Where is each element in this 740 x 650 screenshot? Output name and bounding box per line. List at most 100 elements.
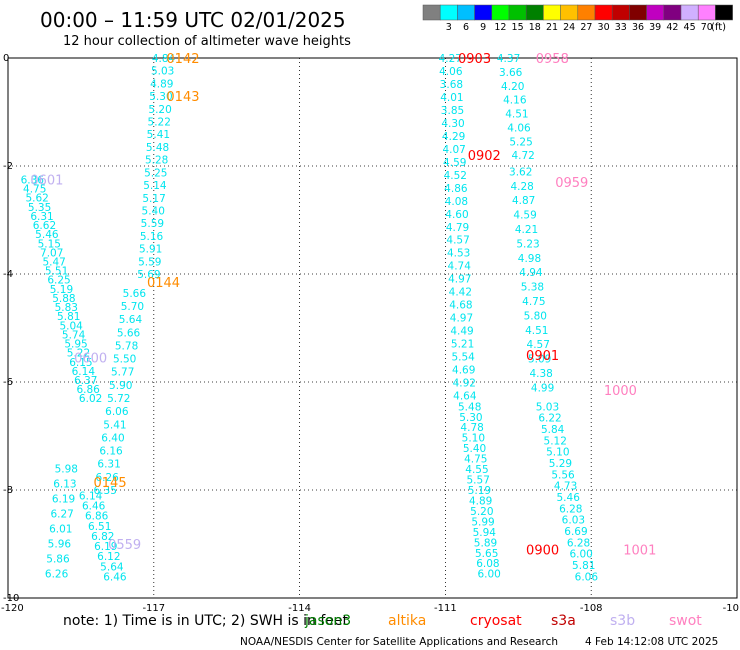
wave-height-value: 5.40 (463, 443, 486, 455)
colorbar-swatch (491, 4, 510, 21)
wave-height-value: 5.81 (572, 560, 595, 572)
legend-swot: swot (669, 613, 702, 629)
wave-height-value: 5.56 (551, 469, 575, 481)
colorbar-swatch (560, 4, 579, 21)
wave-height-value: 6.22 (538, 413, 561, 425)
wave-height-value: 6.06 (575, 571, 599, 583)
y-tick-label: -10 (3, 593, 19, 604)
pass-time-label: 0600 (74, 352, 107, 367)
wave-height-value: 5.47 (42, 257, 65, 269)
wave-height-value: 6.00 (569, 549, 592, 561)
colorbar-swatch (715, 4, 733, 21)
wave-height-value: 6.19 (94, 541, 117, 553)
wave-height-value: 6.14 (79, 490, 103, 502)
wave-height-value: 5.84 (541, 424, 565, 436)
colorbar-label: 9 (480, 22, 486, 33)
wave-height-value: 5.12 (544, 435, 567, 447)
wave-height-value: 5.22 (67, 348, 90, 360)
colorbar-swatch (663, 4, 682, 21)
wave-height-value: 6.28 (567, 537, 590, 549)
wave-height-value: 4.98 (518, 253, 541, 265)
colorbar-swatch (611, 4, 630, 21)
colorbar-swatch (577, 4, 596, 21)
wave-height-value: 4.49 (450, 326, 473, 338)
wave-height-value: 5.59 (141, 218, 164, 230)
wave-height-value: 4.86 (444, 183, 468, 195)
wave-height-value: 5.03 (536, 401, 559, 413)
wave-height-value: 5.64 (100, 561, 124, 573)
wave-height-value: 5.99 (471, 516, 494, 528)
pass-time-label: 0903 (458, 52, 491, 67)
pass-time-label: 0901 (526, 349, 559, 364)
colorbar-unit: (ft) (711, 22, 726, 33)
wave-height-values: 4.845.034.895.305.205.225.415.485.285.25… (21, 53, 599, 583)
wave-height-value: 5.98 (55, 463, 78, 475)
pass-time-label: 0145 (94, 476, 127, 491)
satellite-legend: jason3 altika cryosat s3a s3b swot (304, 613, 702, 629)
wave-height-value: 5.57 (467, 475, 490, 487)
wave-height-value: 5.21 (451, 339, 474, 351)
wave-height-value: 4.99 (531, 382, 554, 394)
wave-height-value: 6.08 (476, 558, 499, 570)
wave-height-value: 5.30 (459, 412, 482, 424)
wave-height-value: 5.29 (549, 458, 572, 470)
wave-height-value: 4.16 (503, 95, 527, 107)
colorbar-legend: 3 6 9 12 15 18 21 24 27 30 33 36 39 42 45 70 (422, 4, 733, 33)
x-tick-label: -10 (723, 603, 739, 614)
wave-height-value: 6.28 (559, 503, 582, 515)
wave-height-value: 5.48 (458, 401, 481, 413)
wave-height-value: 4.52 (444, 170, 467, 182)
colorbar-label: 24 (563, 22, 575, 33)
wave-height-value: 4.06 (439, 66, 463, 78)
wave-height-value: 5.14 (143, 180, 167, 192)
wave-height-value: 6.51 (88, 521, 111, 533)
wave-height-value: 5.88 (52, 293, 75, 305)
pass-time-label: 0144 (147, 276, 180, 291)
colorbar-swatch (680, 4, 699, 21)
wave-height-value: 5.25 (509, 136, 532, 148)
wave-height-value: 4.55 (465, 464, 488, 476)
wave-height-value: 5.74 (62, 329, 86, 341)
wave-height-value: 4.59 (513, 210, 536, 222)
wave-height-value: 5.30 (149, 91, 172, 103)
wave-height-value: 5.62 (25, 193, 48, 205)
wave-height-value: 4.51 (525, 325, 548, 337)
wave-height-value: 6.14 (72, 366, 96, 378)
wave-height-value: 5.20 (148, 104, 171, 116)
y-tick-label: 0 (3, 53, 9, 64)
x-tick-label: -120 (1, 603, 24, 614)
wave-height-value: 6.86 (76, 384, 100, 396)
wave-height-value: 5.77 (111, 367, 134, 379)
colorbar-swatch (646, 4, 665, 21)
wave-height-value: 4.51 (505, 109, 528, 121)
wave-height-value: 5.80 (524, 310, 547, 322)
wave-height-value: 6.62 (33, 220, 56, 232)
wave-height-value: 4.06 (507, 122, 531, 134)
wave-height-value: 6.13 (53, 478, 76, 490)
wave-height-value: 6.19 (52, 493, 75, 505)
wave-height-value: 3.85 (441, 105, 464, 117)
wave-height-value: 4.75 (464, 454, 487, 466)
colorbar-label: 27 (580, 22, 592, 33)
wave-height-value: 5.94 (473, 527, 497, 539)
wave-height-value: 5.17 (142, 193, 165, 205)
colorbar-label: 6 (463, 22, 469, 33)
wave-height-value: 5.40 (142, 205, 165, 217)
wave-height-value: 6.03 (562, 515, 585, 527)
legend-cryosat: cryosat (470, 613, 522, 629)
wave-height-value: 6.02 (79, 393, 102, 405)
pass-time-label: 1001 (623, 543, 656, 558)
wave-height-value: 5.15 (38, 238, 61, 250)
wave-height-value: 5.66 (123, 288, 147, 300)
wave-height-value: 5.69 (137, 269, 160, 281)
colorbar-label: 45 (684, 22, 696, 33)
wave-height-value: 3.62 (509, 166, 532, 178)
wave-height-value: 6.46 (103, 571, 127, 583)
y-tick-label: -8 (3, 485, 13, 496)
pass-time-label: 0959 (555, 176, 588, 191)
wave-height-value: 4.97 (450, 313, 473, 325)
x-tick-label: -111 (434, 603, 457, 614)
wave-height-value: 6.01 (49, 524, 72, 536)
wave-height-value: 4.68 (449, 300, 472, 312)
